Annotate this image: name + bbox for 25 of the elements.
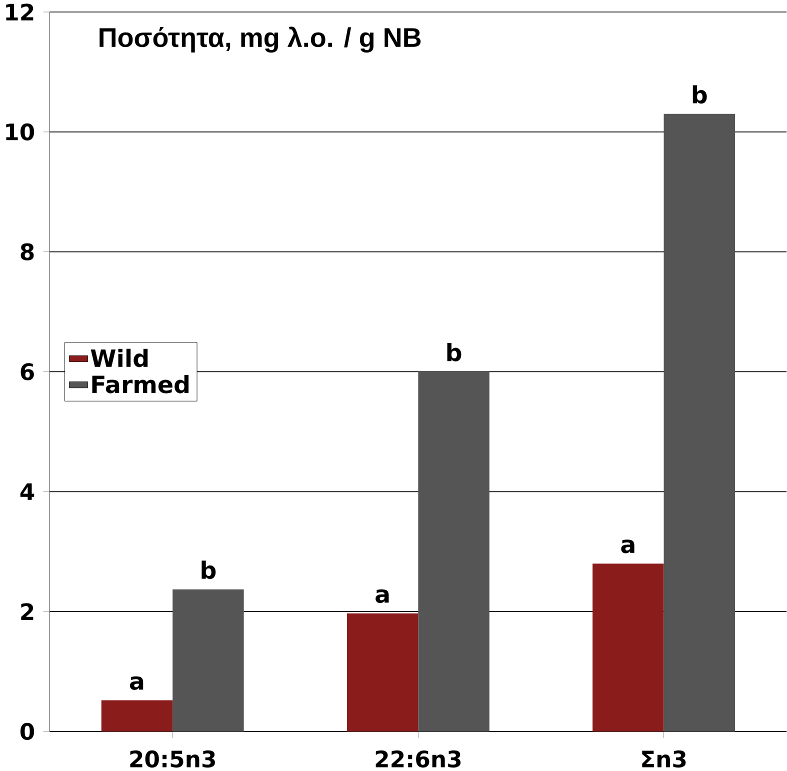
y-tick-label: 12 [6,4,34,20]
y-tick-label: 6 [20,363,34,380]
bar [592,564,664,732]
legend-label: Wild [90,348,148,368]
annotation: a [376,589,389,603]
annotation: a [621,540,634,554]
annotation: b [692,85,707,104]
y-tick-label: 0 [20,722,34,740]
bar [418,372,490,732]
y-tick-label: 2 [21,603,34,620]
annotation: a [130,676,144,690]
bar [346,613,418,732]
x-tick-label: Σn3 [642,750,686,768]
x-tick-label: 22:6n3 [376,750,461,768]
annotation: b [202,560,216,579]
y-tick-label: 10 [6,123,34,140]
legend-label: Farmed [92,374,189,394]
text: Ποσότητα, mg λ.ο. / g NB [100,26,421,53]
bar [101,700,173,732]
y-tick-label: 8 [20,243,34,260]
bar [172,589,244,732]
annotation: b [447,342,462,362]
y-tick-label: 4 [20,483,34,500]
bar [664,114,735,732]
x-tick-label: 20:5n3 [130,750,215,768]
